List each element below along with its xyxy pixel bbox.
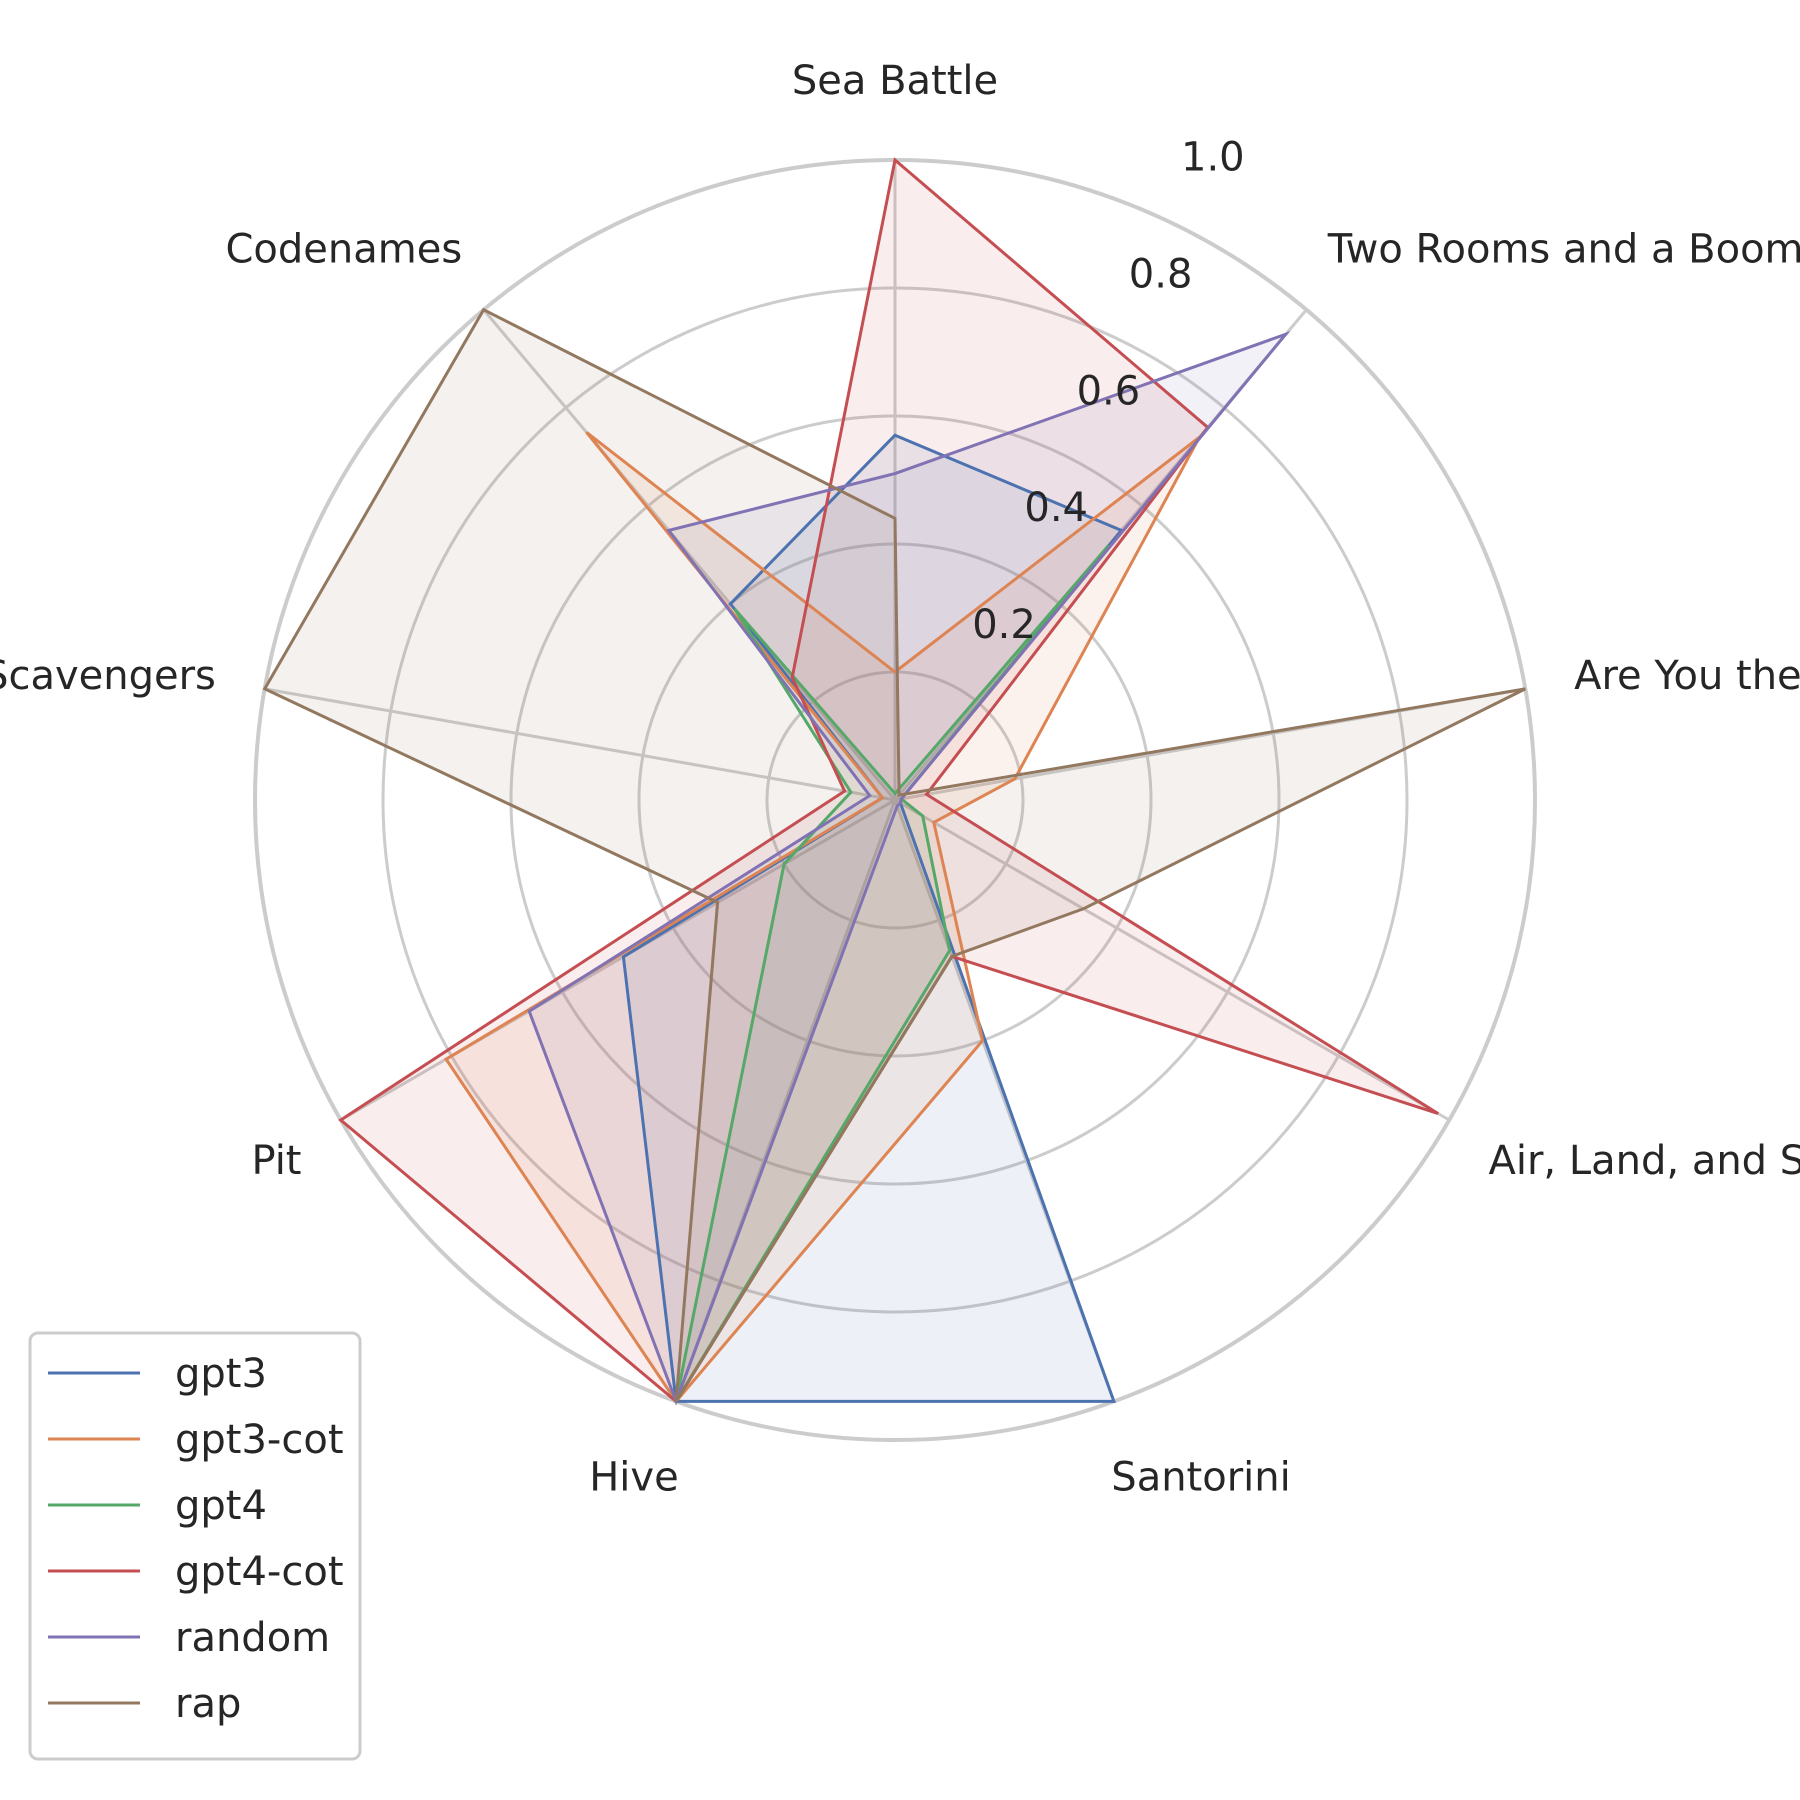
grid-spoke xyxy=(339,798,896,1122)
series-fill-gpt4-cot xyxy=(340,160,1439,1402)
category-label: Air, Land, and Sea xyxy=(1489,1138,1800,1184)
category-label: Pit xyxy=(251,1138,301,1184)
series-line-rap xyxy=(262,307,1526,1403)
series-fill-gpt3-cot xyxy=(446,432,1200,1402)
category-label: Two Rooms and a Boom xyxy=(1327,226,1800,272)
category-label: Sea Battle xyxy=(792,58,998,104)
legend-label: rap xyxy=(175,1681,241,1727)
category-label: Codenames xyxy=(226,226,463,272)
legend: gpt3 gpt3-cot gpt4 gpt4-cot random rap xyxy=(28,1331,362,1761)
grid-spoke xyxy=(482,308,897,801)
category-label: Arctic Scavengers xyxy=(0,653,216,699)
radial-tick-label: 0.2 xyxy=(972,602,1036,648)
series-fill-gpt4 xyxy=(676,545,1109,1402)
legend-label: gpt4-cot xyxy=(175,1549,344,1595)
legend-label: gpt3-cot xyxy=(175,1417,344,1463)
legend-label: random xyxy=(175,1615,330,1661)
grid-spoke xyxy=(894,798,1451,1122)
radial-tick-label: 0.4 xyxy=(1024,485,1088,531)
radial-tick-labels: 0.2 0.4 0.6 0.8 1.0 xyxy=(972,135,1245,648)
radial-tick-label: 0.6 xyxy=(1077,368,1141,414)
legend-label: gpt3 xyxy=(175,1351,267,1397)
radial-tick-label: 1.0 xyxy=(1181,135,1245,181)
series-fill-rap xyxy=(264,309,1526,1402)
legend-label: gpt4 xyxy=(175,1483,267,1529)
series-line-layer xyxy=(262,157,1526,1406)
category-labels: Sea Battle Two Rooms and a Boom Are You th… xyxy=(0,58,1800,1501)
radial-tick-label: 0.8 xyxy=(1129,252,1193,298)
series-fill-random xyxy=(529,334,1286,1402)
category-label: Hive xyxy=(589,1455,678,1501)
grid-spoke xyxy=(264,687,896,802)
category-label: Are You the Traitor? xyxy=(1574,653,1800,699)
category-label: Santorini xyxy=(1111,1455,1290,1501)
series-line-random xyxy=(527,330,1291,1406)
